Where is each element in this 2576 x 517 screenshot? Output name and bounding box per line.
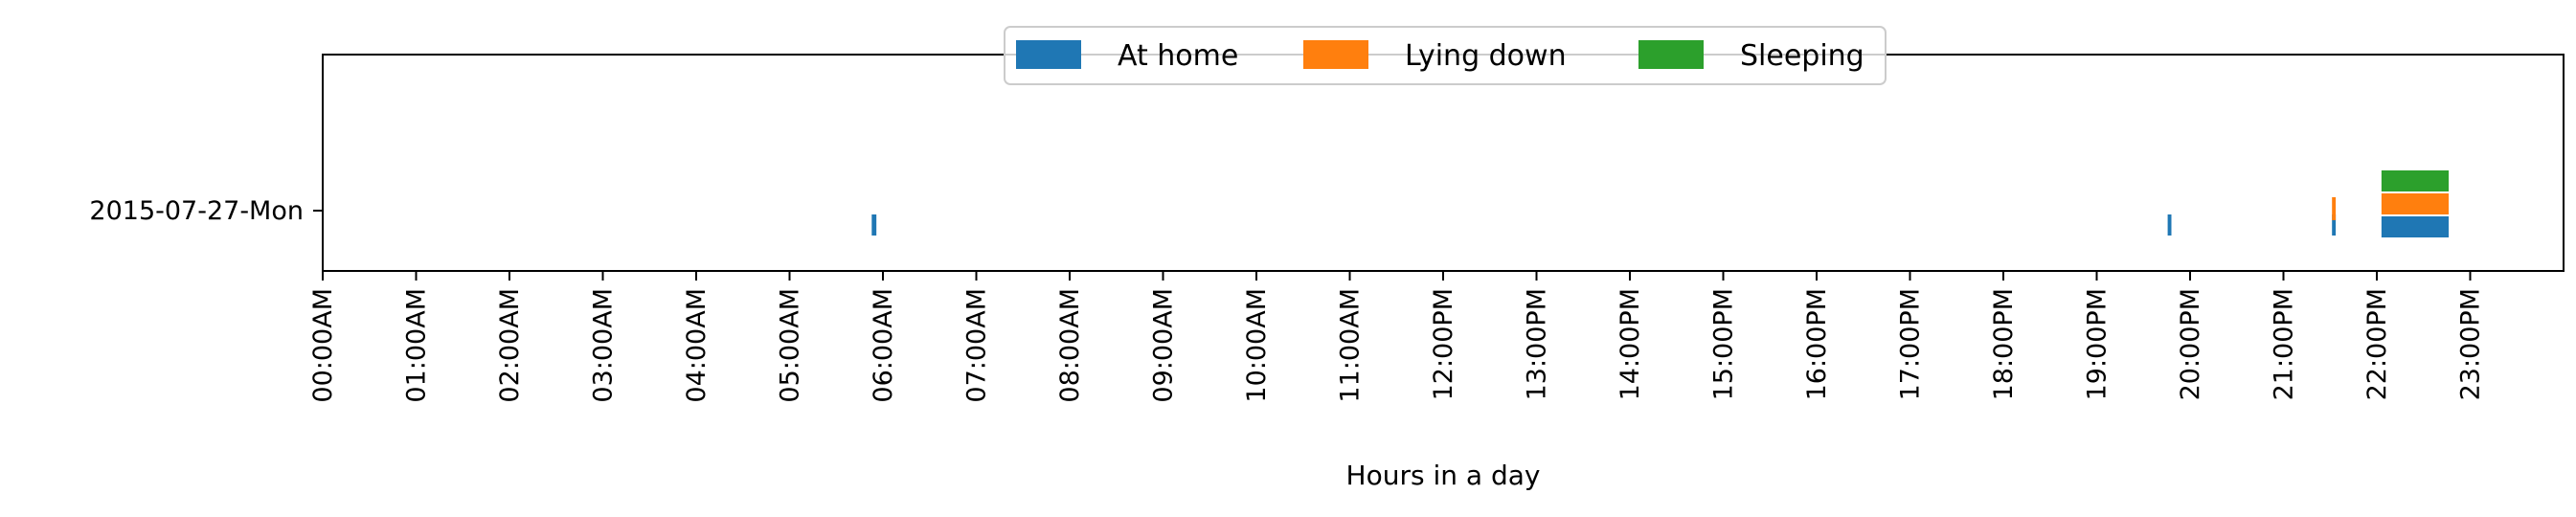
legend-label-lying-down: Lying down [1405, 39, 1567, 73]
x-tick-label: 21:00PM [2270, 288, 2299, 400]
x-tick-label: 08:00AM [1055, 288, 1085, 403]
legend-swatch-sleeping [1638, 40, 1704, 69]
legend-swatch-at-home [1016, 40, 1081, 69]
x-tick-label: 02:00AM [495, 288, 525, 403]
legend-label-at-home: At home [1118, 39, 1238, 73]
y-axis: 2015-07-27-Mon [89, 196, 323, 226]
x-tick-label: 05:00AM [776, 288, 805, 403]
x-tick-label: 07:00AM [962, 288, 992, 403]
x-tick-label: 01:00AM [402, 288, 432, 403]
x-tick-label: 12:00PM [1429, 288, 1458, 400]
x-tick-label: 04:00AM [682, 288, 712, 403]
x-tick-label: 10:00AM [1242, 288, 1272, 403]
x-tick-label: 11:00AM [1336, 288, 1366, 403]
bar-lying-down-1 [2381, 193, 2450, 214]
bar-at-home-1 [2167, 214, 2172, 236]
x-tick-label: 03:00AM [589, 288, 619, 403]
x-tick-label: 15:00PM [1709, 288, 1739, 400]
legend: At home Lying down Sleeping [1004, 26, 1887, 85]
plot-area [871, 170, 2450, 237]
bar-at-home-2 [2332, 214, 2337, 236]
y-tick-label: 2015-07-27-Mon [89, 196, 304, 226]
legend-label-sleeping: Sleeping [1740, 39, 1864, 73]
bar-sleeping-0 [2381, 170, 2450, 191]
bar-lying-down-0 [2332, 197, 2337, 220]
x-tick-label: 14:00PM [1616, 288, 1645, 400]
plot-frame [322, 54, 2565, 272]
x-tick-label: 09:00AM [1149, 288, 1179, 403]
x-tick-label: 23:00PM [2456, 288, 2486, 400]
x-tick-label: 13:00PM [1523, 288, 1552, 400]
x-tick-label: 19:00PM [2083, 288, 2113, 400]
x-tick-label: 20:00PM [2176, 288, 2205, 400]
x-axis-label: Hours in a day [1346, 460, 1541, 491]
legend-swatch-lying-down [1303, 40, 1368, 69]
x-tick-label: 17:00PM [1896, 288, 1926, 400]
x-tick-label: 00:00AM [308, 288, 338, 403]
x-axis: 00:00AM 01:00AM 02:00AM 03:00AM 04:00AM 05:00… [308, 271, 2486, 403]
bar-at-home-0 [871, 214, 877, 236]
x-tick-label: 06:00AM [869, 288, 898, 403]
x-tick-label: 16:00PM [1802, 288, 1832, 400]
x-tick-label: 22:00PM [2362, 288, 2392, 400]
x-tick-label: 18:00PM [1989, 288, 2019, 400]
bar-at-home-3 [2381, 216, 2450, 237]
